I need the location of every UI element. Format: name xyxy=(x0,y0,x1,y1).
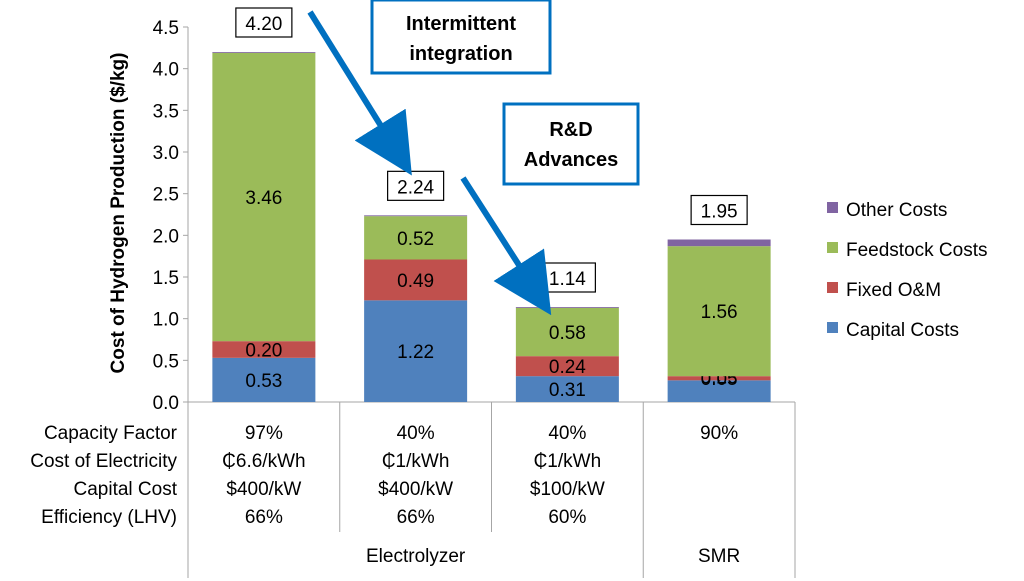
table-cell: 60% xyxy=(548,507,586,528)
total-label: 2.24 xyxy=(397,177,434,198)
table-cell: ₵1/kWh xyxy=(534,451,602,472)
y-tick-label: 4.0 xyxy=(153,60,179,81)
stacked-bars: 0.53 0.20 3.46 4.20 1.22 0.49 0.52 2.24 0.310.24… xyxy=(212,7,771,402)
y-tick-label: 0.5 xyxy=(153,351,179,372)
bar-segment-fixed-o-m xyxy=(212,341,316,358)
bar-data-label: 1.56 xyxy=(701,302,738,323)
legend-swatch xyxy=(827,282,838,293)
bar-segment-capital-costs xyxy=(364,300,468,402)
annotation-intermittent-line2: integration xyxy=(409,43,512,65)
table-cell: ₵6.6/kWh xyxy=(222,451,305,472)
bar-segment-feedstock-costs xyxy=(212,52,316,342)
y-tick-label: 3.0 xyxy=(153,143,179,164)
y-axis-ticks: 0.0 0.5 1.0 1.5 2.0 2.5 3.0 3.5 4.0 4.5 xyxy=(153,18,188,414)
bar-segment-fixed-o-m xyxy=(667,376,771,381)
table-cell: $400/kW xyxy=(226,479,301,500)
table-row-label: Efficiency (LHV) xyxy=(41,507,177,528)
legend-swatch xyxy=(827,202,838,213)
total-label-box xyxy=(690,194,748,226)
y-tick-label: 0.0 xyxy=(153,393,179,414)
bar-data-label: 0.53 xyxy=(245,371,282,392)
y-tick-label: 2.5 xyxy=(153,185,179,206)
total-label: 1.14 xyxy=(549,269,586,290)
bar-segment-fixed-o-m xyxy=(364,259,468,301)
bar-segment-capital-costs xyxy=(212,357,316,402)
bar-segment-feedstock-costs xyxy=(364,216,468,260)
legend-label: Capital Costs xyxy=(846,320,959,341)
bar-segment-other-costs xyxy=(515,307,619,308)
annotation-rnd: R&D Advances xyxy=(502,102,640,186)
y-tick-label: 3.5 xyxy=(153,101,179,122)
total-label: 1.95 xyxy=(701,202,738,223)
annotation-rnd-line1: R&D xyxy=(549,119,592,141)
total-label: 4.20 xyxy=(245,14,282,35)
y-axis-label: Cost of Hydrogen Production ($/kg) xyxy=(108,53,129,374)
arrow-rnd xyxy=(460,176,552,316)
arrow-intermittent xyxy=(307,10,412,176)
legend-label: Fixed O&M xyxy=(846,280,941,301)
bar-data-label: 1.22 xyxy=(397,342,434,363)
bar-data-label: 3.46 xyxy=(245,188,282,209)
annotation-rnd-line2: Advances xyxy=(524,149,619,171)
table-cell: 97% xyxy=(245,423,283,444)
bar-data-label: 0.20 xyxy=(245,341,282,362)
table-group-label: Electrolyzer xyxy=(366,546,466,567)
table-cell: 90% xyxy=(700,423,738,444)
table-cell: 40% xyxy=(548,423,586,444)
bar-data-label: 0.31 xyxy=(549,380,586,401)
y-tick-label: 1.5 xyxy=(153,268,179,289)
data-table: Capacity Factor Cost of Electricity Capita… xyxy=(30,423,740,567)
table-cell: 66% xyxy=(397,507,435,528)
legend-label: Other Costs xyxy=(846,200,947,221)
bar-segment-other-costs xyxy=(364,215,468,217)
y-tick-label: 2.0 xyxy=(153,226,179,247)
bar-data-label: 0.58 xyxy=(549,323,586,344)
y-tick-label: 4.5 xyxy=(153,18,179,39)
bar-data-label: 0.52 xyxy=(397,229,434,250)
table-cell: ₵1/kWh xyxy=(382,451,450,472)
bar-segment-other-costs xyxy=(667,239,771,247)
bar-segment-other-costs xyxy=(212,52,316,53)
table-cell: $100/kW xyxy=(530,479,605,500)
bar-segment-feedstock-costs xyxy=(515,307,619,357)
annotation-intermittent: Intermittent integration xyxy=(370,0,552,75)
legend-swatch xyxy=(827,322,838,333)
annotation-intermittent-line1: Intermittent xyxy=(406,13,516,35)
bar-segment-fixed-o-m xyxy=(515,356,619,377)
y-tick-label: 1.0 xyxy=(153,310,179,331)
table-row-label: Cost of Electricity xyxy=(30,451,177,472)
bar-data-label: 0.49 xyxy=(397,271,434,292)
bar-segment-capital-costs xyxy=(515,376,619,402)
legend-label: Feedstock Costs xyxy=(846,240,988,261)
table-group-label: SMR xyxy=(698,546,740,567)
legend: Other Costs Feedstock Costs Fixed O&M Capit… xyxy=(827,200,988,341)
table-row-label: Capacity Factor xyxy=(44,423,178,444)
table-cell: 40% xyxy=(397,423,435,444)
total-label-box xyxy=(235,7,293,38)
total-label-box xyxy=(387,170,445,201)
table-cell: $400/kW xyxy=(378,479,453,500)
table-cell: 66% xyxy=(245,507,283,528)
legend-swatch xyxy=(827,242,838,253)
annotation-arrows xyxy=(307,10,552,316)
bar-segment-feedstock-costs xyxy=(667,246,771,377)
table-row-label: Capital Cost xyxy=(74,479,178,500)
bar-segment-capital-costs xyxy=(667,380,771,402)
bar-data-label: 0.24 xyxy=(549,357,586,378)
